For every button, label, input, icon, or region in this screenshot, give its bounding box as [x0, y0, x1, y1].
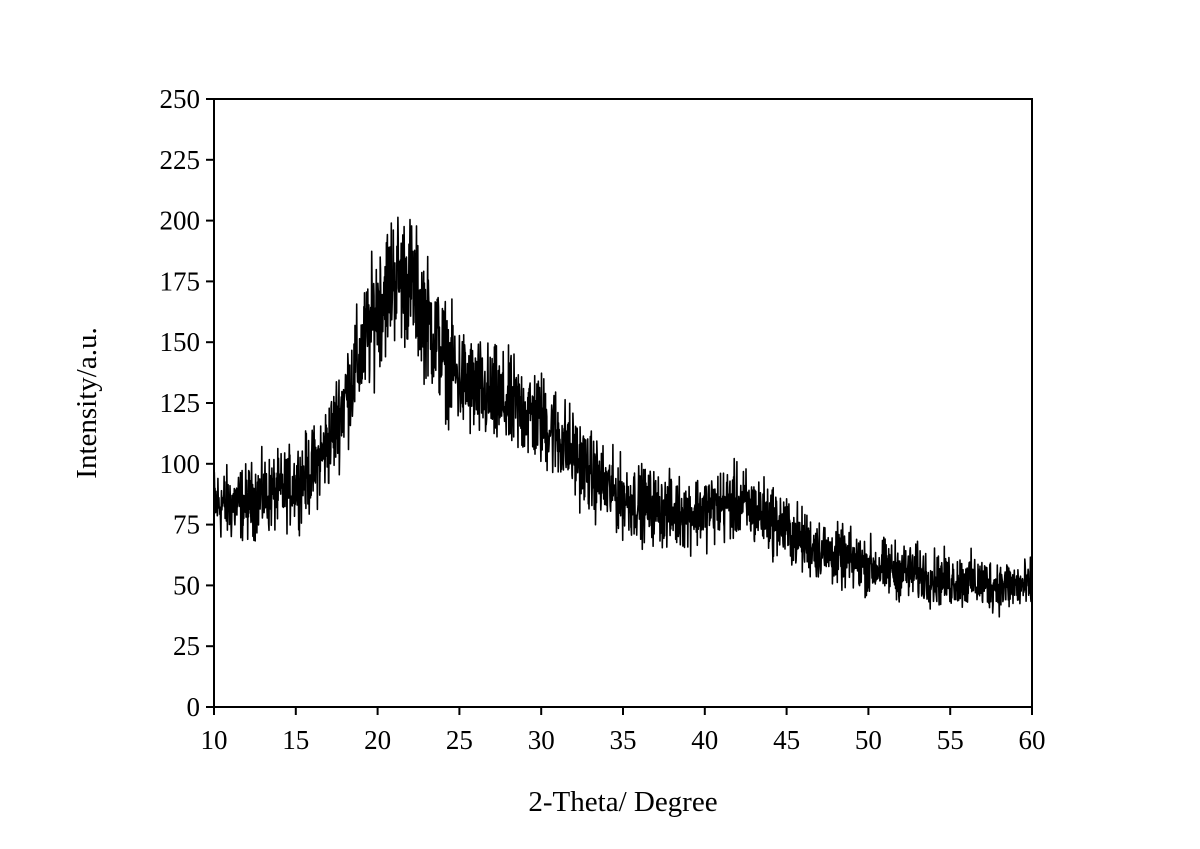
- x-tick-label: 20: [364, 725, 391, 755]
- x-tick-label: 35: [610, 725, 637, 755]
- x-tick-label: 25: [446, 725, 473, 755]
- x-axis-label: 2-Theta/ Degree: [528, 786, 717, 818]
- y-tick-label: 125: [160, 388, 201, 418]
- y-tick-label: 175: [160, 266, 201, 296]
- x-tick-label: 45: [773, 725, 800, 755]
- x-tick-label: 15: [282, 725, 309, 755]
- y-tick-label: 100: [160, 449, 201, 479]
- x-tick-label: 40: [691, 725, 718, 755]
- x-tick-label: 55: [937, 725, 964, 755]
- x-tick-label: 60: [1019, 725, 1046, 755]
- y-tick-label: 50: [173, 570, 200, 600]
- y-tick-label: 250: [160, 84, 201, 114]
- y-axis-label: Intensity/a.u.: [71, 327, 103, 478]
- y-tick-label: 25: [173, 631, 200, 661]
- y-tick-label: 0: [187, 692, 201, 722]
- x-tick-label: 50: [855, 725, 882, 755]
- series-line: [213, 216, 1033, 618]
- x-axis-ticks: 10 15 20 25 30 35 40 45 50 55 60: [201, 707, 1046, 755]
- x-tick-label: 10: [201, 725, 228, 755]
- x-tick-label: 30: [528, 725, 555, 755]
- y-tick-label: 225: [160, 145, 201, 175]
- y-axis-ticks: 0 25 50 75 100 125 150 175 200 225 250: [160, 84, 214, 722]
- y-tick-label: 150: [160, 327, 201, 357]
- y-tick-label: 200: [160, 206, 201, 236]
- y-tick-label: 75: [173, 510, 200, 540]
